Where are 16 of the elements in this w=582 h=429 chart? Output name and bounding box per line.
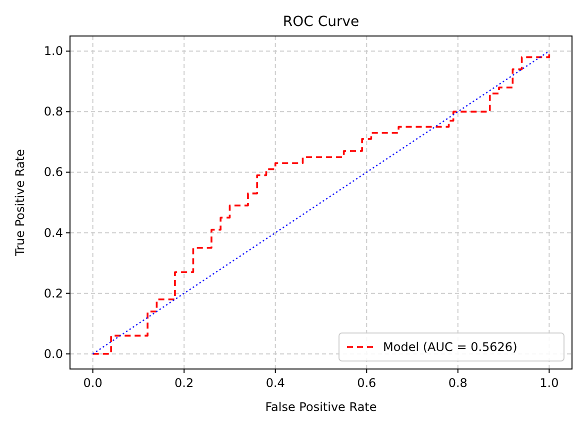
y-tick-label: 0.4 [44, 226, 63, 240]
x-tick-label: 0.2 [174, 376, 194, 390]
y-axis-title: True Positive Rate [13, 149, 27, 257]
y-tick-label: 0.2 [44, 286, 63, 300]
x-axis-title: False Positive Rate [265, 400, 377, 414]
y-tick-label: 0.0 [44, 346, 63, 361]
y-tick-label: 0.6 [44, 165, 63, 180]
y-tick-label: 0.8 [44, 104, 63, 119]
legend-label: Model (AUC = 0.5626) [383, 340, 518, 354]
chart-title: ROC Curve [282, 14, 360, 30]
x-tick-label: 0.0 [83, 376, 102, 390]
x-tick-label: 0.8 [448, 376, 468, 390]
x-tick-label: 0.6 [357, 376, 376, 390]
x-tick-label: 1.0 [540, 376, 559, 390]
x-tick-label: 0.4 [266, 376, 285, 390]
y-tick-label: 1.0 [44, 44, 63, 58]
